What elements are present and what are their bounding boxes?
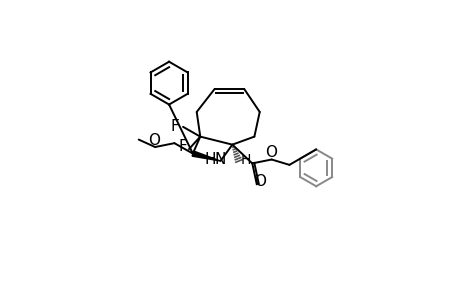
Text: N: N (214, 152, 226, 167)
Text: O: O (254, 174, 266, 189)
Text: H: H (205, 152, 216, 167)
Text: O: O (148, 133, 160, 148)
Text: O: O (265, 146, 277, 160)
Text: F: F (178, 139, 186, 154)
Text: F: F (171, 119, 179, 134)
Text: H: H (240, 153, 250, 167)
Polygon shape (192, 151, 220, 161)
